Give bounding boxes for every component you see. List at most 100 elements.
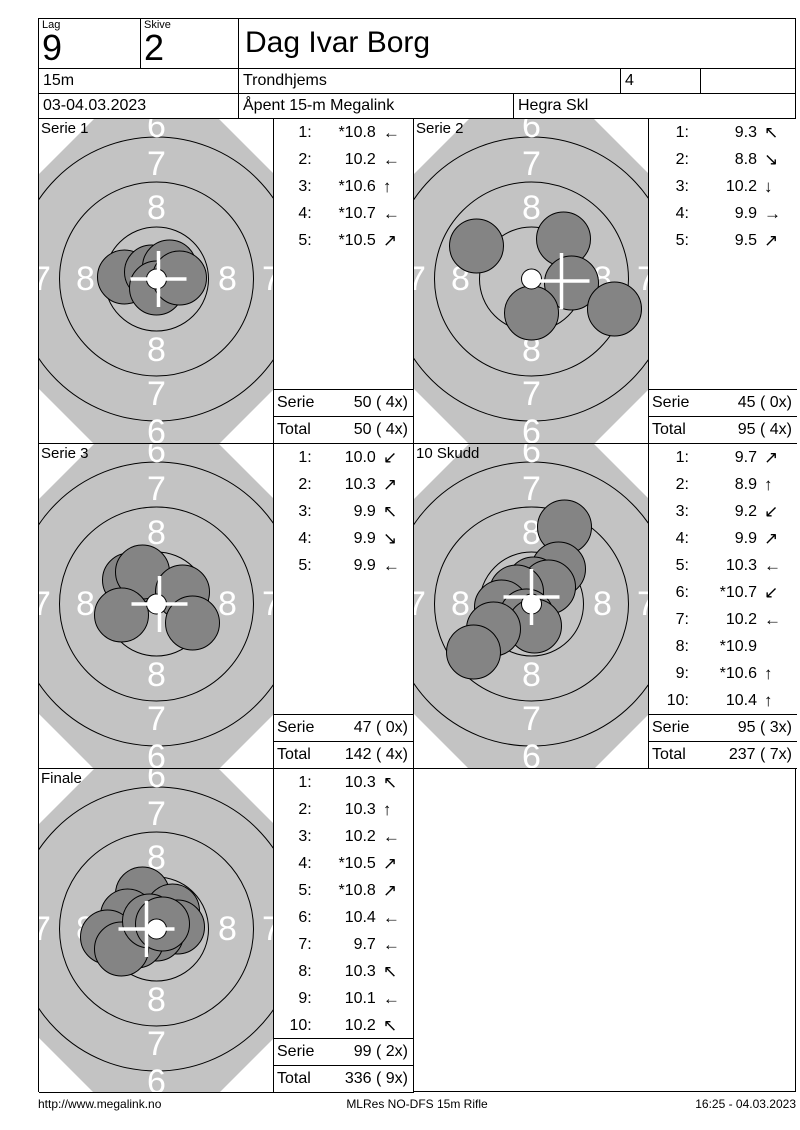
- shot-value: 10.2: [725, 611, 757, 628]
- shot-hole: [165, 595, 220, 651]
- ring-number: 6: [522, 444, 541, 470]
- shot-value: 9.9: [734, 530, 757, 547]
- ring-number: 6: [147, 119, 166, 145]
- ring-number: 7: [522, 470, 541, 508]
- ring-number: 8: [522, 331, 541, 369]
- ring-number: 7: [414, 585, 426, 623]
- shot-direction-arrow: ↖: [764, 123, 779, 142]
- skive-value: 2: [144, 27, 165, 68]
- panel-title: Serie 2: [416, 120, 464, 137]
- shot-value: 9.9: [353, 557, 376, 574]
- grand-total-row: Total 142 ( 4x): [274, 741, 413, 768]
- shot-row: 9: 10.1 ←: [274, 985, 413, 1012]
- ring-number: 6: [522, 738, 541, 769]
- serie-score: 50 ( 4x): [353, 394, 408, 411]
- score-ring: [59, 831, 254, 1027]
- shot-direction-arrow: ↗: [382, 854, 398, 873]
- shot-value: 10.2: [725, 178, 757, 195]
- serie-label: Serie: [652, 394, 690, 411]
- shot-number: 1:: [675, 124, 689, 141]
- shot-direction-arrow: ↖: [382, 773, 398, 792]
- shot-row: 8: *10.9: [649, 633, 797, 660]
- score-ring: [39, 461, 273, 747]
- shot-direction-arrow: ←: [382, 556, 400, 575]
- total-label: Total: [277, 746, 311, 763]
- header-row-3: 03-04.03.2023 Åpent 15-m Megalink Hegra …: [39, 94, 795, 119]
- ring-number: 7: [262, 585, 274, 623]
- target-graphic: 888877776666: [39, 444, 274, 769]
- shot-direction-arrow: ↗: [764, 448, 779, 467]
- ring-number: 8: [593, 585, 612, 623]
- shot-direction-arrow: ↑: [764, 691, 773, 710]
- shot-row: 9: *10.6 ↑: [649, 660, 797, 687]
- shot-direction-arrow: ↗: [382, 231, 398, 250]
- shot-row: 1: 10.0 ↙: [274, 444, 413, 471]
- shot-number: 4:: [298, 855, 312, 872]
- shot-value: 9.9: [353, 503, 376, 520]
- header-row-1: Lag 9 Skive 2 Dag Ivar Borg: [39, 19, 795, 69]
- score-ring: [434, 181, 629, 377]
- shot-number: 5:: [675, 232, 689, 249]
- panel-title: Finale: [41, 770, 82, 787]
- shot-value: 10.3: [725, 557, 757, 574]
- shot-row: 1: 9.3 ↖: [649, 119, 797, 146]
- score-ring: [39, 136, 273, 422]
- shot-row: 5: 10.3 ←: [649, 552, 797, 579]
- shot-direction-arrow: ←: [382, 989, 400, 1008]
- class-cell: 4: [621, 69, 701, 93]
- shot-row: 1: 10.3 ↖: [274, 769, 413, 796]
- shot-value: 10.3: [344, 774, 376, 791]
- serie-score: 99 ( 2x): [353, 1043, 408, 1060]
- shot-direction-arrow: ←: [382, 908, 400, 927]
- shot-number: 4:: [298, 530, 312, 547]
- shot-value: *10.7: [338, 205, 376, 222]
- total-label: Total: [277, 1070, 311, 1087]
- shot-value: *10.9: [719, 638, 757, 655]
- ring-number: 6: [147, 1063, 166, 1093]
- report-footer: http://www.megalink.no MLRes NO-DFS 15m …: [38, 1097, 796, 1113]
- ring-number: 8: [147, 981, 166, 1019]
- shooter-name: Dag Ivar Borg: [245, 26, 431, 59]
- shot-number: 6:: [298, 909, 312, 926]
- ring-number: 8: [522, 514, 541, 552]
- shot-number: 10:: [289, 1017, 312, 1034]
- shot-direction-arrow: ←: [764, 556, 781, 575]
- shot-number: 10:: [666, 692, 689, 709]
- score-cell: 1: *10.8 ← 2: 10.2 ← 3: *10.6 ↑ 4: *10.7 ← 5: *10.5 ↗ S…: [274, 119, 414, 444]
- shot-direction-arrow: ↙: [764, 583, 779, 602]
- shot-direction-arrow: ↘: [382, 529, 398, 548]
- shot-direction-arrow: [757, 633, 796, 660]
- shot-number: 5:: [298, 232, 312, 249]
- shot-number: 2:: [298, 476, 312, 493]
- shot-hole: [94, 587, 149, 643]
- shot-value: *10.6: [338, 178, 376, 195]
- shot-row: 7: 10.2 ←: [649, 606, 797, 633]
- target-cell: 888877776666Serie 3: [39, 444, 274, 769]
- ring-number: 7: [147, 375, 166, 413]
- ring-number: 7: [147, 470, 166, 508]
- target-center-dot: [521, 268, 542, 290]
- score-cell: 1: 10.0 ↙ 2: 10.3 ↗ 3: 9.9 ↖ 4: 9.9 ↘ 5: 9.9 ← Serie 47 …: [274, 444, 414, 769]
- shot-value: 10.3: [344, 963, 376, 980]
- target-graphic: 888877776666: [39, 769, 273, 1093]
- shot-direction-arrow: ←: [382, 935, 400, 954]
- ring-number: 6: [147, 738, 166, 769]
- distance-cell: 15m: [39, 69, 239, 93]
- total-score: 50 ( 4x): [353, 421, 408, 438]
- score-cell: 1: 9.3 ↖ 2: 8.8 ↘ 3: 10.2 ↓ 4: 9.9 → 5: 9.5 ↗ Serie 45 (…: [649, 119, 797, 444]
- club-cell: Trondhjems: [239, 69, 621, 93]
- ring-number: 6: [522, 413, 541, 444]
- shot-number: 4:: [675, 205, 689, 222]
- shot-number: 1:: [298, 124, 312, 141]
- target-graphic: 888877776666: [39, 119, 273, 443]
- shot-row: 3: 9.9 ↖: [274, 498, 413, 525]
- ring-number: 8: [147, 331, 166, 369]
- target-cell: 888877776666Serie 1: [39, 119, 274, 444]
- ring-number: 7: [39, 585, 51, 623]
- shot-row: 5: 9.5 ↗: [649, 227, 797, 254]
- event-cell: Åpent 15-m Megalink: [239, 94, 514, 118]
- shot-number: 5:: [298, 882, 312, 899]
- target-cell: 88887777666610 Skudd: [414, 444, 649, 769]
- shot-direction-arrow: ↖: [382, 962, 398, 981]
